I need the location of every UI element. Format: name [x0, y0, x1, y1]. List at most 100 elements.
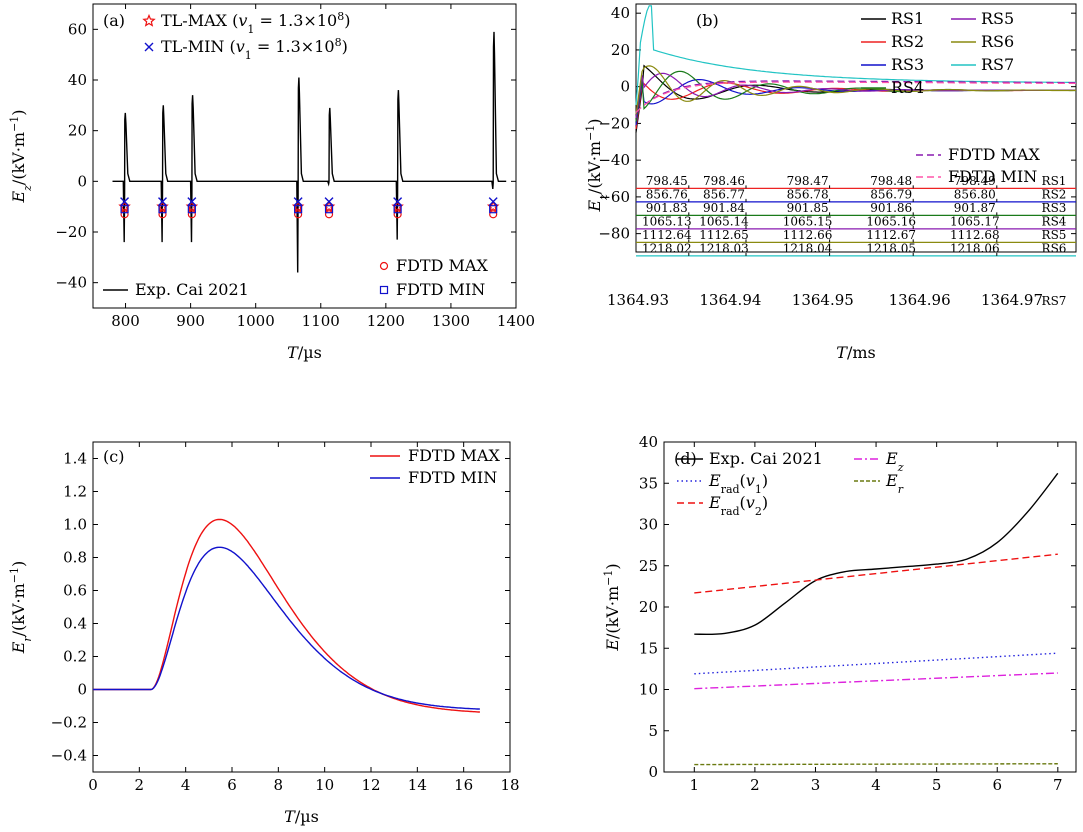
pb-row-tick-label: 1218.06 [950, 241, 1000, 255]
pa-legend-tl-max-label: TL-MAX (v1 = 1.3×108) [161, 10, 350, 36]
pb-row-label: RS6 [1042, 241, 1067, 255]
pa-legend-tl-min-marker [144, 42, 154, 52]
pa-x-axis-label: T/µs [287, 343, 322, 362]
pb-row-label: RS4 [1042, 214, 1067, 228]
pa-x-tick-label: 1000 [237, 312, 275, 330]
pb-legend-label-rs5: RS5 [981, 9, 1014, 28]
pb-row-tick-label: 856.76 [646, 187, 688, 201]
pc-legend-fdtd-max-label: FDTD MAX [408, 446, 500, 465]
pb-row-label: RS2 [1042, 187, 1067, 201]
pa-tl-min-marker [393, 197, 403, 207]
pc-x-tick-label: 12 [361, 776, 380, 794]
pb-y-tick-label: 0 [620, 78, 630, 96]
pd-y-tick-label: 25 [639, 557, 658, 575]
pb-row-tick-label: 1112.67 [866, 228, 916, 242]
pb-row-tick-label: 856.78 [787, 187, 829, 201]
pc-x-tick-label: 18 [500, 776, 519, 794]
pa-fdtd-max-marker [393, 210, 402, 219]
pc-axes-frame [92, 441, 511, 773]
pb-rs1-trace [635, 64, 1076, 133]
pa-y-tick-label: −40 [55, 274, 87, 292]
pb-row-tick-label: 798.49 [954, 174, 996, 188]
pb-y-tick-label: −60 [598, 188, 630, 206]
pb-row-tick-label: 1112.68 [950, 228, 1000, 242]
pb-row-tick-label: 901.84 [703, 201, 745, 215]
pb-row-tick-label: 1112.64 [642, 228, 692, 242]
pa-x-tick-label: 1400 [497, 312, 535, 330]
pa-exp-trace [112, 31, 507, 273]
pb-row-tick-label: 1112.66 [783, 228, 833, 242]
pd-series-3 [694, 672, 1058, 690]
pd-y-tick-label: 0 [648, 763, 658, 781]
pb-row-tick-label: 1065.17 [950, 214, 1000, 228]
pb-row-tick-label: 1065.13 [642, 214, 692, 228]
pd-series-1 [694, 652, 1058, 675]
pa-tl-min-marker [120, 197, 130, 207]
pa-legend-tl-max-marker [142, 13, 156, 27]
pa-fdtd-min-marker [324, 205, 334, 214]
pa-y-tick-label: 60 [68, 20, 87, 38]
pa-fdtd-max-marker [489, 210, 498, 219]
pc-x-tick-label: 16 [454, 776, 473, 794]
pb-legend-label-rs6: RS6 [981, 32, 1014, 51]
pd-legend-label-3: Ez [885, 449, 904, 474]
pb-legend-label-rs1: RS1 [891, 9, 924, 28]
pd-legend-label-2: Erad(v2) [708, 493, 768, 518]
pb-y-tick-label: −20 [598, 114, 630, 132]
pb-bottom-tick-label: 1364.95 [792, 291, 854, 309]
pb-y-tick-label: 40 [611, 4, 630, 22]
pc-y-tick-label: 0.4 [63, 615, 87, 633]
pc-y-tick-label: 0.6 [63, 582, 87, 600]
pa-y-tick-label: 20 [68, 122, 87, 140]
pa-fdtd-max-marker [187, 210, 196, 219]
pa-legend-fdtd-min-label: FDTD MIN [396, 280, 485, 299]
pc-y-tick-label: 1.2 [63, 483, 87, 501]
pd-legend-label-0: Exp. Cai 2021 [709, 449, 823, 468]
pb-row-tick-label: 1065.16 [866, 214, 916, 228]
pa-y-tick-label: 40 [68, 71, 87, 89]
pa-x-tick-label: 1300 [432, 312, 470, 330]
pc-legend-fdtd-min-label: FDTD MIN [408, 468, 497, 487]
pb-legend-label-rs3: RS3 [891, 55, 924, 74]
pb-row-tick-label: 1218.05 [866, 241, 916, 255]
pa-tl-min-marker [187, 197, 197, 207]
pa-x-tick-label: 1200 [367, 312, 405, 330]
pb-legend-label-rs4: RS4 [891, 78, 924, 97]
pa-y-tick-label: 0 [77, 172, 87, 190]
pb-row-label: RS7 [1042, 294, 1067, 308]
pa-fdtd-min-marker [294, 205, 303, 214]
pa-fdtd-min-marker [158, 205, 167, 214]
pb-row-tick-label: 856.79 [870, 187, 912, 201]
pd-x-tick-label: 7 [1053, 776, 1063, 794]
pb-y-axis-label: Ez/(kV·m−1) [584, 118, 610, 212]
pa-fdtd-max-marker [294, 210, 303, 219]
pa-x-tick-label: 1100 [302, 312, 340, 330]
pb-y-tick-label: −80 [598, 225, 630, 243]
pc-y-tick-label: 1.0 [63, 516, 87, 534]
pd-x-tick-label: 3 [811, 776, 821, 794]
pa-legend-tl-min-label: TL-MIN (v1 = 1.3×108) [161, 36, 348, 62]
pa-fdtd-max-marker [158, 210, 167, 219]
pc-x-tick-label: 6 [227, 776, 237, 794]
panel-a-chart: 800 900 1000 1100 1200 1300 1400 −40 −20 0 20 40 60 (… [8, 3, 535, 362]
pb-row-tick-label: 1112.65 [699, 228, 749, 242]
pb-row-tick-label: 798.48 [870, 174, 912, 188]
pd-y-tick-label: 35 [639, 474, 658, 492]
pa-y-tick-label: −20 [55, 223, 87, 241]
pd-x-tick-label: 1 [690, 776, 700, 794]
pa-fdtd-min-marker [120, 205, 129, 214]
pb-row-tick-label: 1065.14 [699, 214, 749, 228]
pb-legend-fdtd-max-label: FDTD MAX [948, 145, 1040, 164]
pc-x-tick-label: 8 [274, 776, 284, 794]
pd-x-tick-label: 5 [932, 776, 942, 794]
pb-row-tick-label: 901.86 [870, 201, 912, 215]
pd-series-2 [694, 553, 1058, 594]
pd-y-tick-label: 40 [639, 433, 658, 451]
pa-fdtd-min-marker [393, 205, 402, 214]
pa-tl-min-marker [488, 197, 498, 207]
pa-tl-min-marker [293, 197, 303, 207]
pd-y-tick-label: 5 [648, 722, 658, 740]
pc-panel-letter: (c) [103, 447, 124, 466]
pc-y-tick-label: 0 [77, 681, 87, 699]
pd-legend-label-4: Er [885, 471, 904, 496]
